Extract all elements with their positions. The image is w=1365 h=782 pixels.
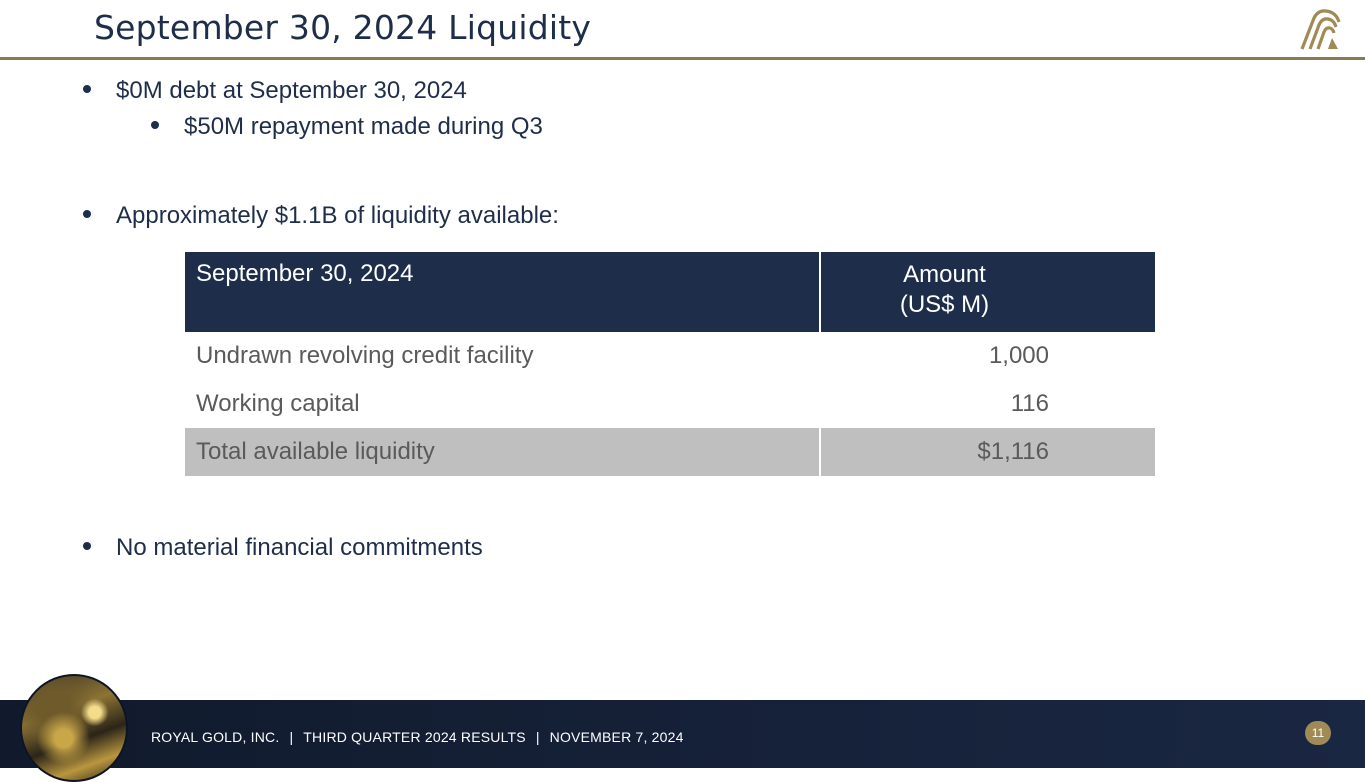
bullet-dot xyxy=(83,85,91,93)
gold-bars-photo xyxy=(20,674,128,782)
bullet-dot xyxy=(83,210,91,218)
table-header-row: September 30, 2024 Amount (US$ M) xyxy=(185,252,1155,332)
table-row: Undrawn revolving credit facility 1,000 xyxy=(185,332,1155,380)
row-label: Undrawn revolving credit facility xyxy=(196,342,534,369)
liquidity-table: September 30, 2024 Amount (US$ M) Undraw… xyxy=(185,252,1155,476)
table-total-row: Total available liquidity $1,116 xyxy=(185,428,1155,476)
table-row: Working capital 116 xyxy=(185,380,1155,428)
page-number-badge: 11 xyxy=(1305,721,1331,745)
total-label: Total available liquidity xyxy=(185,428,821,476)
bullet-debt-text: $0M debt at September 30, 2024 xyxy=(116,77,467,104)
footer-separator: | xyxy=(535,729,540,745)
bullet-repayment-text: $50M repayment made during Q3 xyxy=(184,113,543,140)
footer-date: NOVEMBER 7, 2024 xyxy=(549,729,684,745)
slide-title: September 30, 2024 Liquidity xyxy=(94,8,592,47)
bullet-commitments-text: No material financial commitments xyxy=(116,534,483,561)
bullet-dot xyxy=(83,542,91,550)
footer-report: THIRD QUARTER 2024 RESULTS xyxy=(303,729,526,745)
header-amount-line1: Amount xyxy=(903,261,986,288)
row-value: 1,000 xyxy=(988,342,1049,369)
footer-bar xyxy=(0,700,1365,768)
header-amount-line2: (US$ M) xyxy=(899,291,990,318)
header-amount: Amount (US$ M) xyxy=(820,252,1155,332)
title-divider xyxy=(0,57,1365,60)
row-label: Working capital xyxy=(196,390,360,417)
royal-gold-logo-icon xyxy=(1300,9,1341,50)
header-date: September 30, 2024 xyxy=(185,252,821,332)
total-value: $1,116 xyxy=(820,428,1155,476)
bullet-liquidity-text: Approximately $1.1B of liquidity availab… xyxy=(116,202,559,229)
row-value: 116 xyxy=(1010,390,1049,417)
footer-company: ROYAL GOLD, INC. xyxy=(151,729,280,745)
footer-text: ROYAL GOLD, INC. | THIRD QUARTER 2024 RESU… xyxy=(151,729,684,745)
bullet-dot xyxy=(151,121,159,129)
footer-separator: | xyxy=(289,729,294,745)
